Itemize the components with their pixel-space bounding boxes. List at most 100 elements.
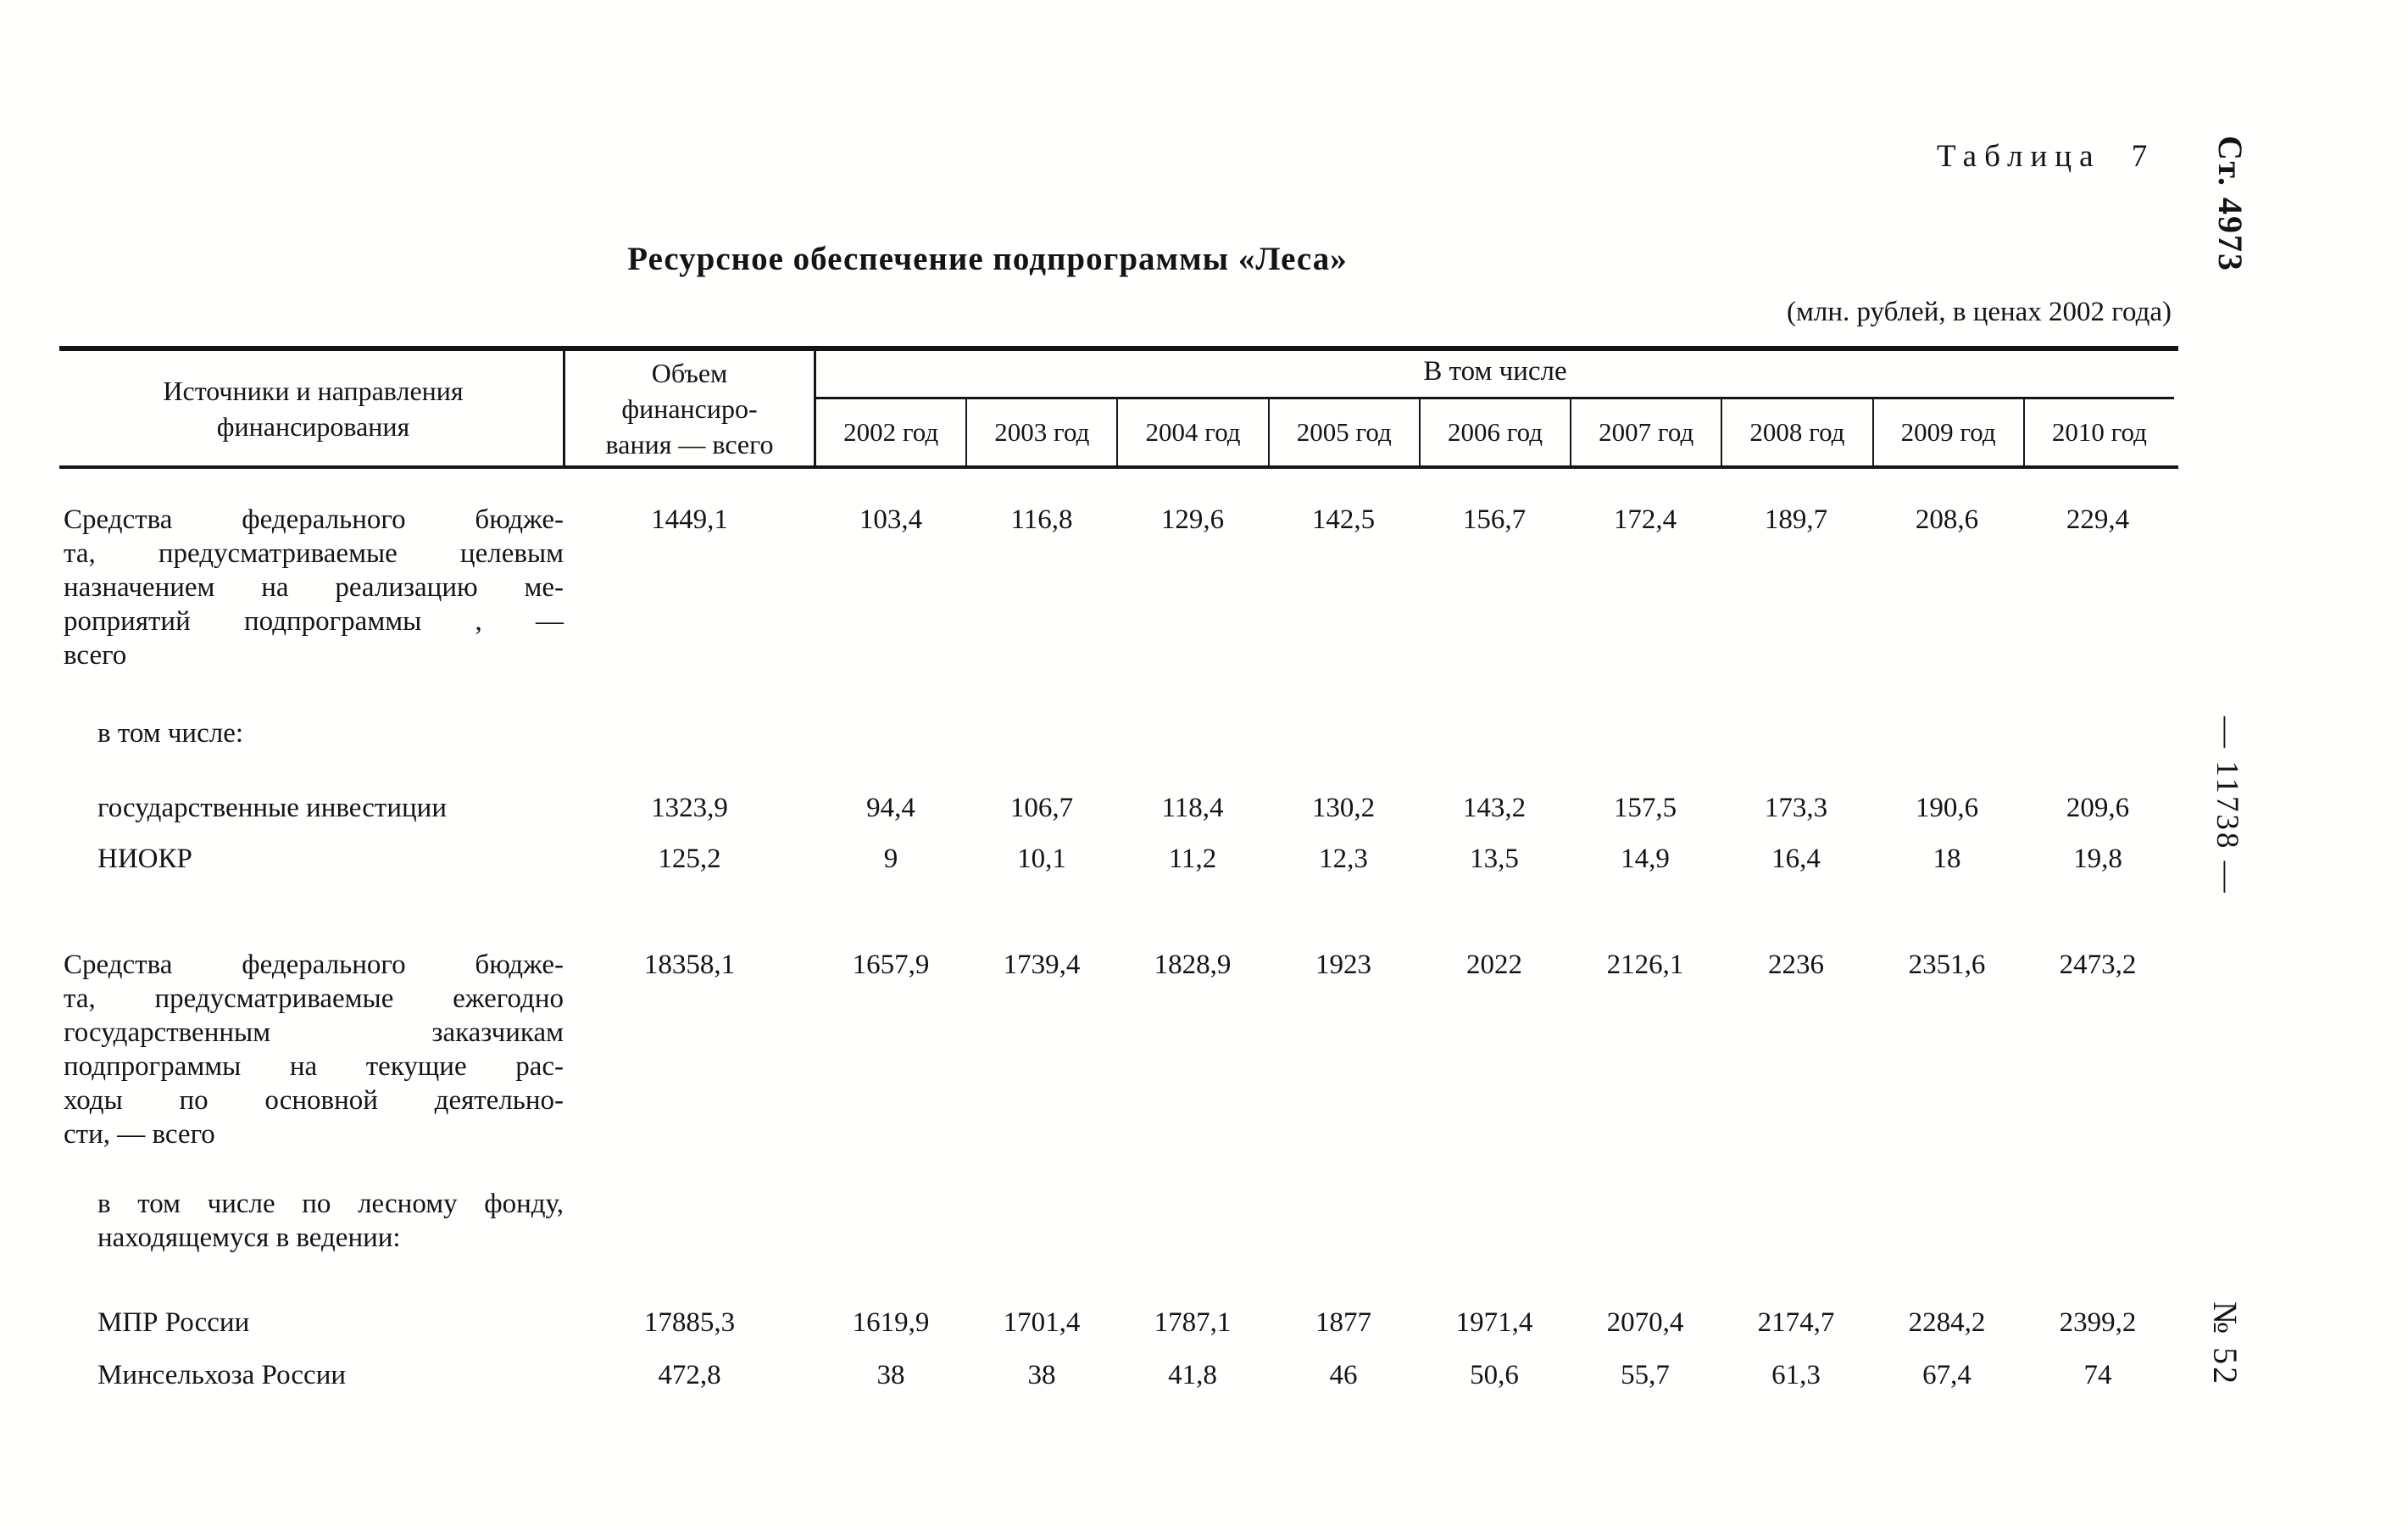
header-group-label: В том числе — [1423, 356, 1567, 387]
cell-year-2008: 2174,7 — [1757, 1307, 1835, 1338]
cell-year-2010: 2473,2 — [2059, 950, 2137, 980]
cell-year-2010: 19,8 — [2073, 844, 2122, 874]
cell-year-2007: 14,9 — [1621, 844, 1670, 874]
cell-year-2009: 67,4 — [1922, 1360, 1971, 1390]
cell-total: 17885,3 — [643, 1307, 736, 1338]
cell-year-2010: 2399,2 — [2059, 1307, 2137, 1338]
table-title: Ресурсное обеспечение подпрограммы «Леса… — [627, 241, 1348, 277]
header-years-row: 2002 год 2003 год 2004 год 2005 год 2006 год… — [816, 399, 2174, 465]
cell-year-2003: 38 — [1027, 1360, 1056, 1390]
header-year-2003: 2003 год — [965, 399, 1116, 465]
row-label: государственные инвестиции — [97, 793, 447, 823]
cell-year-2004: 11,2 — [1168, 844, 1217, 874]
article-number-label: Ст. 4973 — [2211, 136, 2250, 272]
header-total-col: Объем финансиро- вания — всего — [605, 357, 774, 460]
cell-year-2005: 142,5 — [1311, 504, 1376, 535]
table-row: государственные инвестиции 1323,9 94,4 106,… — [64, 791, 2176, 825]
cell-year-2009: 2351,6 — [1908, 950, 1986, 980]
cell-year-2009: 208,6 — [1915, 504, 1979, 535]
cell-year-2004: 129,6 — [1160, 504, 1225, 535]
cell-year-2008: 2236 — [1768, 950, 1824, 980]
cell-year-2003: 10,1 — [1017, 844, 1066, 874]
section-row: в том числе: — [64, 716, 2176, 750]
cell-total: 1323,9 — [651, 793, 728, 823]
cell-year-2007: 172,4 — [1613, 504, 1677, 535]
cell-year-2004: 118,4 — [1161, 793, 1224, 823]
cell-year-2009: 2284,2 — [1908, 1307, 1986, 1338]
cell-total: 472,8 — [658, 1360, 721, 1390]
cell-year-2004: 1787,1 — [1154, 1307, 1232, 1338]
cell-year-2004: 41,8 — [1168, 1360, 1217, 1390]
row-label: Средства федерального бюдже-та, предусма… — [64, 950, 564, 1150]
cell-total: 125,2 — [658, 844, 721, 874]
cell-year-2008: 173,3 — [1764, 793, 1828, 823]
header-year-2004: 2004 год — [1116, 399, 1267, 465]
table-row: НИОКР 125,2 9 10,1 11,2 12,3 13,5 14,9 16,4 18 19,… — [64, 842, 2176, 876]
header-year-2005: 2005 год — [1267, 399, 1419, 465]
cell-total: 1449,1 — [651, 504, 728, 535]
sheet-number-label: — 11738 — — [2210, 716, 2244, 895]
cell-year-2005: 130,2 — [1311, 793, 1376, 823]
table-number-label: Таблица 7 — [1937, 139, 2155, 174]
header-bottom-rule — [59, 465, 2178, 469]
header-sources-col: Источники и направления финансирования — [163, 375, 464, 442]
row-label: НИОКР — [97, 844, 192, 874]
sources-total-divider — [563, 346, 565, 469]
row-label: Минсельхоза России — [97, 1360, 347, 1390]
table-top-rule — [59, 346, 2178, 351]
cell-year-2010: 229,4 — [2066, 504, 2130, 535]
cell-year-2008: 189,7 — [1764, 504, 1828, 535]
row-label: в том числе: — [97, 718, 244, 749]
cell-year-2002: 103,4 — [859, 504, 923, 535]
header-year-2006: 2006 год — [1418, 399, 1570, 465]
cell-year-2003: 1739,4 — [1003, 950, 1081, 980]
table-row: Минсельхоза России 472,8 38 38 41,8 46 50,6 55,… — [64, 1358, 2176, 1392]
cell-year-2002: 94,4 — [866, 793, 915, 823]
cell-year-2003: 1701,4 — [1003, 1307, 1081, 1338]
cell-year-2007: 55,7 — [1621, 1360, 1670, 1390]
row-label: МПР России — [97, 1307, 250, 1338]
section-row: в том числе по лесному фонду, находящемус… — [64, 1187, 2176, 1255]
cell-year-2009: 190,6 — [1915, 793, 1979, 823]
cell-year-2005: 46 — [1329, 1360, 1358, 1390]
cell-year-2008: 16,4 — [1771, 844, 1821, 874]
header-year-2002: 2002 год — [843, 417, 939, 447]
cell-year-2006: 143,2 — [1462, 793, 1527, 823]
cell-year-2005: 1877 — [1315, 1307, 1371, 1338]
header-group-rule — [816, 397, 2174, 399]
issue-number-label: № 52 — [2206, 1301, 2244, 1387]
total-years-divider — [814, 346, 816, 469]
cell-year-2002: 38 — [876, 1360, 905, 1390]
cell-year-2002: 9 — [883, 844, 898, 874]
header-year-2009: 2009 год — [1871, 399, 2023, 465]
header-year-2008: 2008 год — [1721, 399, 1871, 465]
cell-year-2010: 74 — [2083, 1360, 2112, 1390]
cell-year-2005: 1923 — [1315, 950, 1371, 980]
table-row: Средства федерального бюдже-та, предусма… — [64, 503, 2176, 672]
cell-year-2002: 1657,9 — [852, 950, 930, 980]
cell-year-2002: 1619,9 — [852, 1307, 930, 1338]
row-label: в том числе по лесному фонду, находящемус… — [97, 1189, 564, 1253]
cell-year-2007: 2070,4 — [1606, 1307, 1684, 1338]
row-label: Средства федерального бюдже-та, предусма… — [64, 504, 564, 671]
cell-year-2004: 1828,9 — [1154, 950, 1232, 980]
cell-year-2006: 2022 — [1466, 950, 1522, 980]
cell-year-2003: 106,7 — [1009, 793, 1074, 823]
cell-year-2003: 116,8 — [1010, 504, 1073, 535]
cell-year-2010: 209,6 — [2066, 793, 2130, 823]
table-row: МПР России 17885,3 1619,9 1701,4 1787,1 1877 1… — [64, 1306, 2176, 1340]
cell-year-2007: 2126,1 — [1606, 950, 1684, 980]
cell-year-2009: 18 — [1933, 844, 1961, 874]
units-note: (млн. рублей, в ценах 2002 года) — [1786, 297, 2172, 327]
cell-total: 18358,1 — [643, 950, 736, 980]
cell-year-2007: 157,5 — [1613, 793, 1677, 823]
cell-year-2005: 12,3 — [1319, 844, 1368, 874]
cell-year-2006: 156,7 — [1462, 504, 1527, 535]
table-row: Средства федерального бюдже-та, предусма… — [64, 948, 2176, 1151]
header-year-2010: 2010 год — [2022, 399, 2174, 465]
cell-year-2006: 50,6 — [1470, 1360, 1519, 1390]
cell-year-2008: 61,3 — [1771, 1360, 1821, 1390]
cell-year-2006: 13,5 — [1470, 844, 1519, 874]
cell-year-2006: 1971,4 — [1455, 1307, 1533, 1338]
